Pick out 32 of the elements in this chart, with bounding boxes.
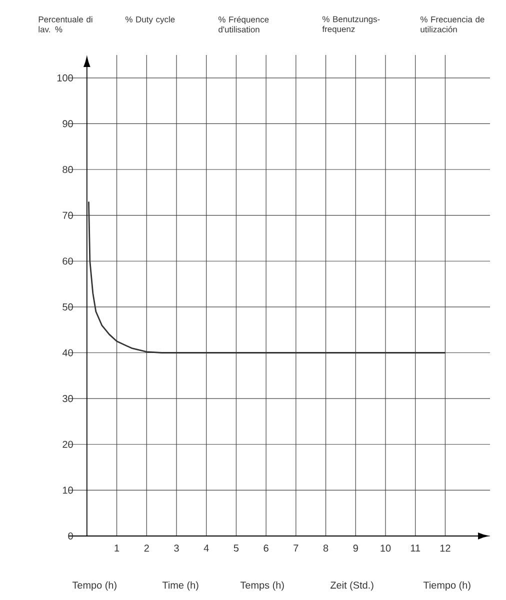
text: % Benutzungs-frequenz [322,16,380,34]
x-tick-label: 8 [323,544,328,552]
text: % Frecuencia de utilización [420,16,484,32]
text: Zeit (Std.) [330,581,374,591]
x-tick-label: 6 [264,544,268,552]
x-tick-label: 10 [380,544,391,552]
text: Temps (h) [240,581,284,591]
text: % Fréquence d'utilisation [218,16,269,32]
x-tick-label: 5 [234,544,239,552]
y-tick-label: 30 [62,395,73,402]
x-tick-label: 3 [174,544,179,552]
text: Tiempo (h) [423,581,470,591]
y-tick-label: 50 [62,303,73,310]
y-tick-label: 60 [62,258,73,265]
y-tick-label: 90 [62,120,73,128]
x-tick-label: 11 [410,544,420,552]
x-tick-label: 4 [204,544,209,552]
x-tick-label: 2 [144,544,149,552]
x-axis-title: Tempo (h) [72,581,116,591]
x-tick-label: 12 [440,544,450,552]
text: % Duty cycle [126,16,175,24]
y-tick-label: 20 [62,440,73,448]
x-tick-label: 7 [294,544,298,552]
y-tick-label: 40 [62,349,73,356]
text: Time (h) [162,581,198,591]
y-tick-label: 100 [57,74,73,82]
x-tick-label: 1 [114,544,120,552]
x-tick-label: 9 [353,544,358,552]
y-tick-label: 70 [62,212,73,219]
y-tick-label: 10 [62,486,73,494]
y-tick-label: 80 [62,166,73,174]
y-axis-title: Percentuale di lav. % [38,16,92,32]
